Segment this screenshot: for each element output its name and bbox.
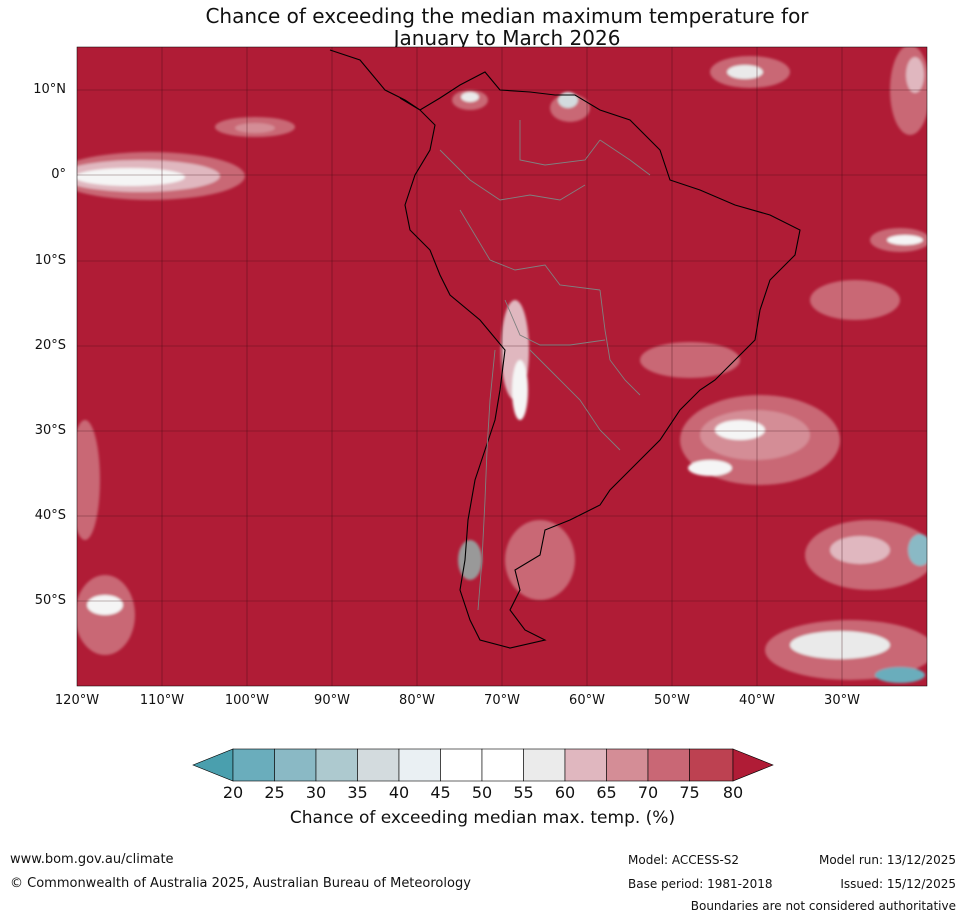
colorbar-segment [398,748,441,782]
colorbar-segment [647,748,690,782]
patch-atlantic-20s [810,280,900,320]
lat-label-20s: 20°S [34,338,66,353]
colorbar-tick: 25 [264,783,285,802]
colorbar-tick: 55 [513,783,534,802]
colorbar-segment [274,748,317,782]
patch-argentina-south [505,520,575,600]
map-title-line-2: January to March 2026 [393,26,621,50]
colorbar-high-extension [732,748,774,782]
south-america-coastline [329,49,801,649]
lat-label-10s: 10°S [34,253,66,268]
colorbar-tick: 80 [722,783,744,802]
lat-label-50s: 50°S [34,593,66,608]
disclaimer-text: Boundaries are not considered authoritat… [690,899,956,913]
lon-label-50w: 50°W [654,693,690,708]
patch-pacific-west [77,420,100,540]
model-text: Model: ACCESS-S2 [628,853,740,867]
base-period-text: Base period: 1981-2018 [628,877,773,891]
lat-label-10n: 10°N [33,82,66,97]
colorbar-segment [232,748,275,782]
colorbar-label: Chance of exceeding median max. temp. (%… [289,808,676,828]
country-borders [439,120,651,611]
issued-text: Issued: 15/12/2025 [840,877,956,891]
colorbar-low-extension [192,748,234,782]
colorbar-tick: 40 [388,783,410,802]
lon-label-110w: 110°W [139,693,185,708]
colorbar-tick: 50 [471,783,493,802]
colorbar-segment [315,748,358,782]
colorbar-tick: 20 [222,783,244,802]
colorbar-segment [357,748,400,782]
lat-label-0: 0° [51,167,66,182]
copyright-text: © Commonwealth of Australia 2025, Austra… [10,876,471,891]
lon-label-100w: 100°W [224,693,270,708]
patch-pacific-south [77,575,135,655]
anomaly-patches [77,47,927,683]
colorbar-segment [481,748,524,782]
colorbar-tick: 45 [430,783,451,802]
colorbar-segment [523,748,566,782]
colorbar-segment [689,748,734,782]
lon-label-70w: 70°W [484,693,520,708]
lon-label-40w: 40°W [739,693,775,708]
colorbar-segment [564,748,607,782]
colorbar-segment [606,748,649,782]
lat-label-40s: 40°S [34,508,66,523]
colorbar-tick: 35 [347,783,368,802]
gridlines [77,47,927,686]
patch-cold-southeast [875,667,925,683]
colorbar-tick: 70 [637,783,659,802]
patch-brazil-east [640,342,740,378]
colorbar-tick: 75 [679,783,700,802]
lon-label-120w: 120°W [54,693,100,708]
lon-label-30w: 30°W [824,693,860,708]
patch-cold-east [908,534,927,566]
colorbar-tick: 65 [596,783,617,802]
map-title-line-1: Chance of exceeding the median maximum t… [205,4,809,28]
lon-label-90w: 90°W [314,693,350,708]
lat-label-30s: 30°S [34,423,66,438]
colorbar-segment [440,748,483,782]
model-run-text: Model run: 13/12/2025 [818,853,956,867]
colorbar-tick: 30 [305,783,327,802]
website-link[interactable]: www.bom.gov.au/climate [10,852,174,867]
lon-label-80w: 80°W [399,693,435,708]
colorbar-tick: 60 [554,783,576,802]
lon-label-60w: 60°W [569,693,605,708]
